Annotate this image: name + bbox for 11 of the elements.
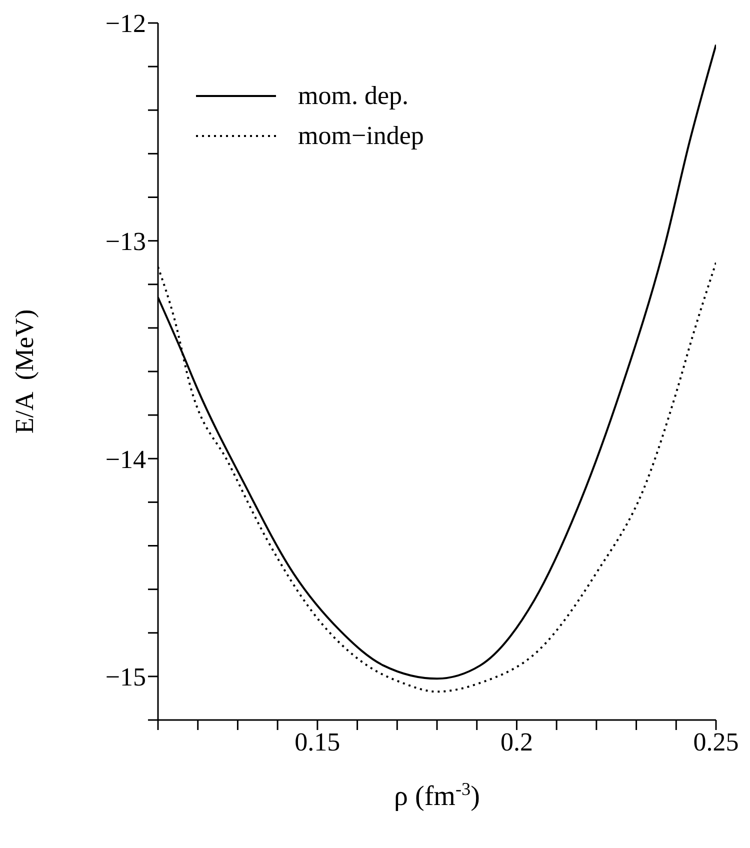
y-tick-label: −15 <box>105 662 146 692</box>
y-axis-title: E/A (MeV) <box>10 309 39 434</box>
x-tick-label: 0.2 <box>500 727 533 756</box>
y-tick-label: −13 <box>105 227 146 256</box>
x-tick-label: 0.25 <box>693 727 739 756</box>
x-tick-label: 0.15 <box>294 727 340 756</box>
legend-label: mom−indep <box>298 120 424 152</box>
x-axis-title: ρ (fm$^{-3}$) <box>394 779 480 812</box>
y-tick-label: −14 <box>105 444 146 474</box>
y-tick-label: −12 <box>105 9 146 38</box>
legend-label: mom. dep. <box>298 80 408 112</box>
